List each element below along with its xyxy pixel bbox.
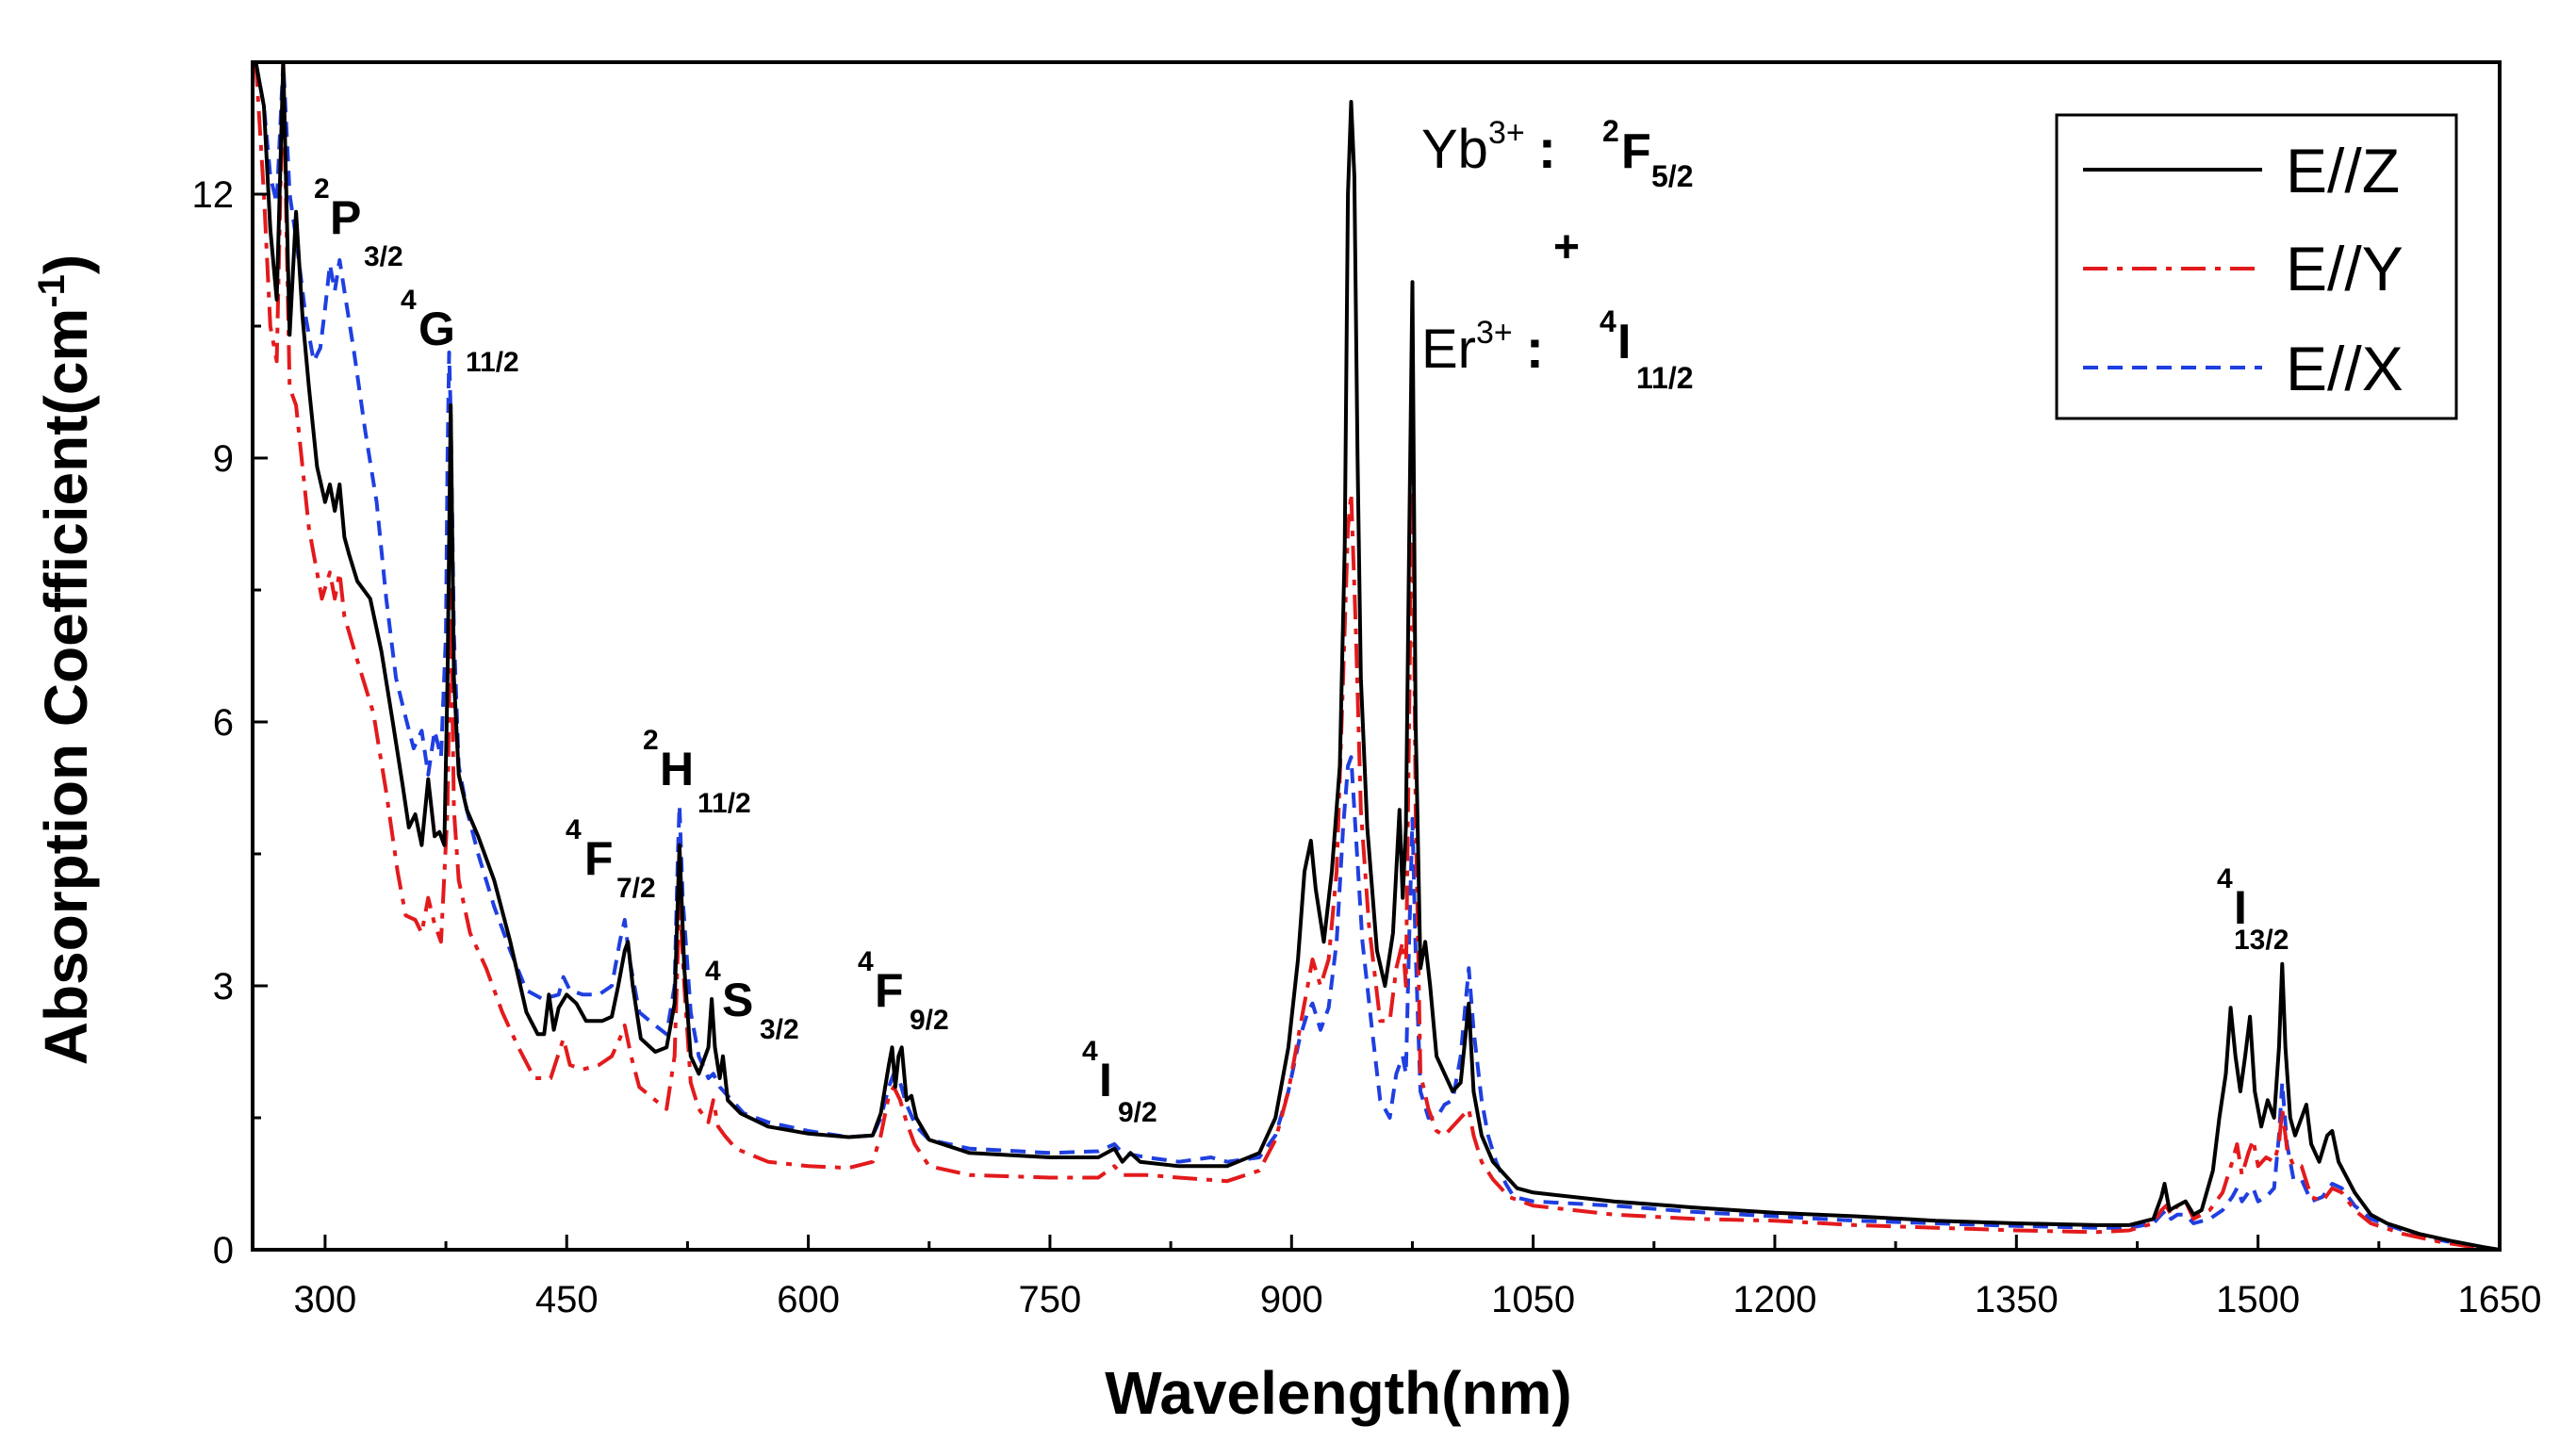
y-tick-label: 9 [213, 438, 234, 480]
x-tick-label: 900 [1260, 1279, 1323, 1320]
legend-label-ez: E//Z [2286, 136, 2400, 205]
annotation-h112-sup: 2 [643, 725, 659, 756]
annotation-f92-main: F [875, 964, 904, 1017]
annotation-s32-main: S [722, 974, 753, 1026]
yb-term-main: F [1621, 124, 1651, 179]
annotation-p32-main: P [330, 191, 361, 244]
annotation-h112-sub: 11/2 [697, 788, 751, 819]
annotation-f92: 4 F 9/2 [858, 946, 949, 1036]
series-layer [254, 62, 2500, 1250]
er-charge: 3+ [1476, 315, 1513, 351]
yb-colon: : [1538, 119, 1556, 180]
annotation-g112-sub: 11/2 [466, 347, 519, 378]
series-line-ez [254, 62, 2500, 1250]
y-tick-label: 3 [213, 966, 234, 1008]
plus-sign: + [1553, 222, 1580, 272]
yb-label: Yb3+: [1421, 115, 1556, 180]
ion-label: Yb3+: 2 F 5/2 + Er3+: 4 I 11/2 [1421, 114, 1694, 395]
annotation-f72-sub: 7/2 [616, 873, 656, 904]
er-term-sub: 11/2 [1636, 361, 1694, 395]
x-tick-label: 600 [777, 1279, 840, 1320]
x-tick-label: 300 [294, 1279, 357, 1320]
annotation-g112: 4 G 11/2 [401, 285, 519, 378]
x-tick-label: 1650 [2458, 1279, 2542, 1320]
annotation-i92-sup: 4 [1082, 1036, 1098, 1067]
x-tick-label: 450 [535, 1279, 599, 1320]
annotation-p32: 2 P 3/2 [314, 173, 403, 272]
legend-label-ey: E//Y [2286, 234, 2404, 303]
legend-label-ex: E//X [2286, 334, 2404, 403]
annotation-s32-sup: 4 [705, 956, 721, 987]
annotation-f92-sub: 9/2 [910, 1005, 949, 1036]
annotation-i132: 4 I 13/2 [2217, 863, 2289, 956]
annotation-f92-sup: 4 [858, 946, 874, 977]
x-axis-label: Wavelength(nm) [1105, 1359, 1571, 1427]
annotation-f72-main: F [584, 832, 614, 885]
yb-name: Yb [1421, 119, 1488, 180]
annotation-h112-main: H [660, 743, 694, 795]
annotation-i132-main: I [2234, 881, 2247, 934]
legend: E//Z E//Y E//X [2055, 113, 2458, 420]
yb-term-sub: 5/2 [1651, 159, 1693, 193]
annotation-g112-sup: 4 [401, 285, 417, 316]
annotation-i132-sub: 13/2 [2234, 925, 2289, 956]
annotation-s32-sub: 3/2 [760, 1014, 799, 1045]
axis-ticks: 300 450 600 750 900 1050 1200 1350 1500 1650 0 3 6 9 1… [192, 174, 2542, 1320]
x-tick-label: 1200 [1732, 1279, 1816, 1320]
annotation-p32-sup: 2 [314, 173, 330, 205]
annotation-s32: 4 S 3/2 [705, 956, 799, 1045]
annotation-i132-sup: 4 [2217, 863, 2233, 894]
annotation-f72-sup: 4 [566, 814, 582, 845]
y-tick-label: 12 [192, 174, 235, 216]
y-tick-label: 6 [213, 702, 234, 744]
er-term-main: I [1617, 315, 1631, 369]
y-axis-label-main: Absorption Coefficient(cm [32, 308, 100, 1066]
plot-frame [251, 60, 2502, 1252]
annotation-i92-main: I [1099, 1054, 1112, 1106]
annotation-h112: 2 H 11/2 [643, 725, 751, 819]
annotation-g112-main: G [418, 303, 455, 355]
yb-term-sup: 2 [1602, 114, 1619, 148]
er-label: Er3+: [1421, 315, 1544, 380]
x-tick-label: 1350 [1975, 1279, 2059, 1320]
series-line-ex [254, 62, 2500, 1250]
x-tick-label: 1500 [2216, 1279, 2300, 1320]
annotation-p32-sub: 3/2 [364, 241, 403, 272]
er-colon: : [1526, 319, 1544, 380]
y-axis-label-close: ) [32, 254, 100, 274]
annotation-i92: 4 I 9/2 [1082, 1036, 1157, 1128]
er-name: Er [1421, 319, 1476, 380]
y-axis-label-sup: -1 [31, 274, 73, 308]
annotation-i92-sub: 9/2 [1118, 1097, 1157, 1128]
series-line-ey [254, 62, 2500, 1250]
x-tick-label: 1050 [1491, 1279, 1575, 1320]
y-tick-label: 0 [213, 1230, 234, 1271]
yb-charge: 3+ [1488, 115, 1525, 151]
y-axis-label: Absorption Coefficient(cm-1) [31, 254, 100, 1065]
er-term-sup: 4 [1600, 304, 1616, 338]
annotation-f72: 4 F 7/2 [566, 814, 656, 904]
x-tick-label: 750 [1019, 1279, 1082, 1320]
